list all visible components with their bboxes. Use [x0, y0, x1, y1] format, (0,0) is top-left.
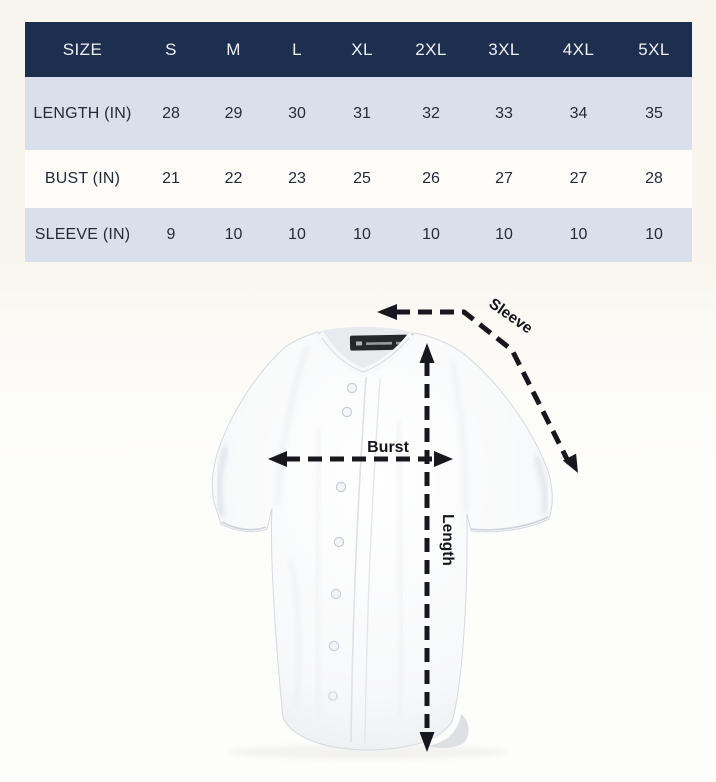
burst-label: Burst	[367, 439, 409, 456]
cell: 10	[224, 226, 243, 243]
arrowhead	[268, 451, 287, 467]
arrowhead	[419, 343, 435, 363]
header-cell: 3XL	[488, 39, 520, 59]
cell: 32	[422, 104, 440, 122]
cell: 23	[288, 170, 306, 187]
cell: 28	[162, 104, 180, 122]
cell: 27	[569, 170, 588, 187]
cell: 30	[288, 104, 306, 122]
cell: 27	[495, 170, 513, 187]
header-cell: XL	[351, 39, 373, 59]
table-row-sleeve: SLEEVE (IN) 9 10 10 10 10 10 10 10	[25, 208, 692, 262]
cell: 10	[645, 226, 663, 243]
size-chart-table: SIZE S M L XL 2XL 3XL 4XL 5XL LENGTH (IN…	[25, 22, 692, 262]
cell: 22	[224, 170, 243, 187]
cell: 34	[569, 104, 588, 122]
arrowhead	[562, 453, 578, 473]
cell: 28	[645, 170, 663, 187]
header-cell: S	[165, 39, 177, 59]
row-label: SLEEVE (IN)	[34, 226, 131, 243]
header-cell: 5XL	[638, 39, 670, 59]
table-header-row: SIZE S M L XL 2XL 3XL 4XL 5XL	[25, 22, 692, 77]
table-row-length: LENGTH (IN) 28 29 30 31 32 33 34 35	[25, 77, 692, 150]
header-cell-size: SIZE	[62, 39, 103, 59]
cell: 10	[569, 226, 588, 243]
row-label: BUST (IN)	[44, 170, 121, 187]
sleeve-label: Sleeve	[486, 295, 536, 337]
cell: 33	[495, 104, 513, 122]
arrowhead	[419, 732, 435, 752]
table-row-bust: BUST (IN) 21 22 23 25 26 27 27 28	[25, 150, 692, 208]
cell: 31	[353, 104, 371, 122]
cell: 10	[495, 226, 513, 243]
sleeve-arrow-line	[396, 309, 573, 467]
jersey-image	[211, 326, 553, 759]
header-cell: L	[292, 39, 302, 59]
cell: 26	[422, 170, 440, 187]
header-cell: 2XL	[415, 39, 447, 59]
arrowhead	[434, 451, 453, 467]
cell: 29	[224, 104, 243, 122]
cell: 35	[645, 104, 663, 122]
cell: 10	[353, 226, 371, 243]
cell: 10	[422, 226, 440, 243]
cell: 10	[288, 226, 306, 243]
header-cell: 4XL	[562, 39, 595, 59]
arrowhead	[377, 304, 397, 320]
cell: 25	[353, 170, 371, 187]
row-label: LENGTH (IN)	[33, 104, 132, 122]
cell: 9	[166, 226, 176, 243]
length-label: Length	[439, 514, 456, 566]
cell: 21	[162, 170, 180, 187]
header-cell: M	[226, 39, 241, 59]
